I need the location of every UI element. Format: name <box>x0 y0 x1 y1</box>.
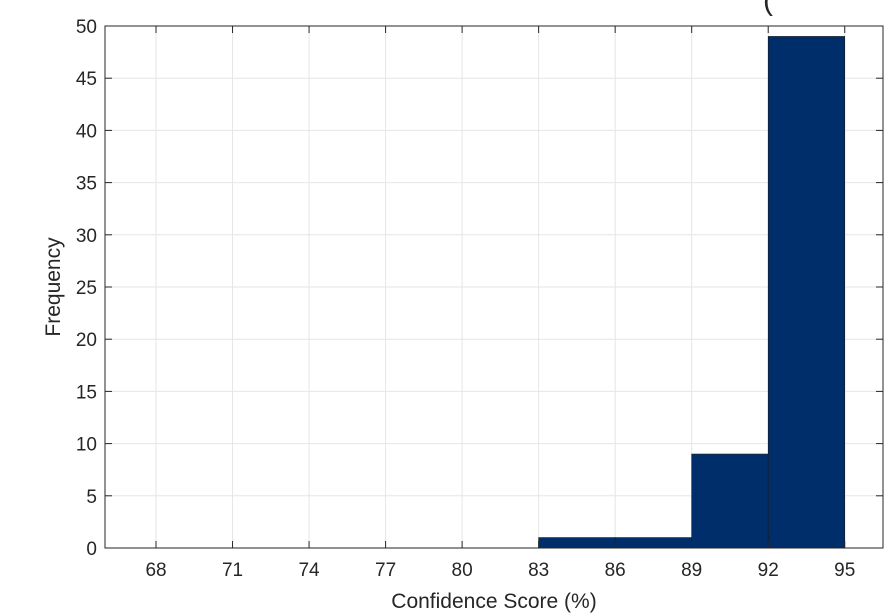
corner-annotation: ( <box>763 0 773 17</box>
y-tick-label: 40 <box>76 121 97 142</box>
x-tick-label: 68 <box>145 560 166 581</box>
y-tick-labels: 0 5 10 15 20 25 30 35 40 45 50 <box>76 17 97 560</box>
x-tick-label: 89 <box>681 560 702 581</box>
y-axis-title: Frequency <box>42 237 65 337</box>
y-tick-label: 10 <box>76 435 97 456</box>
y-tick-label: 20 <box>76 330 97 351</box>
histogram-bar-89-92 <box>691 453 769 549</box>
x-tick-label: 71 <box>222 560 243 581</box>
histogram-bar-92-95 <box>767 36 846 549</box>
x-tick-label: 74 <box>298 560 320 581</box>
x-tick-label: 77 <box>375 560 396 581</box>
y-tick-label: 5 <box>86 487 97 508</box>
x-tick-label: 83 <box>528 560 549 581</box>
x-tick-label: 95 <box>834 560 855 581</box>
y-tick-label: 15 <box>76 382 97 403</box>
x-axis-title: Confidence Score (%) <box>391 590 596 613</box>
x-tick-label: 86 <box>605 560 626 581</box>
x-tick-label: 92 <box>758 560 779 581</box>
y-tick-label: 50 <box>76 17 97 38</box>
tick-layer <box>105 25 883 549</box>
bar-layer <box>538 36 846 549</box>
y-tick-label: 35 <box>76 174 97 195</box>
y-tick-label: 30 <box>76 226 97 247</box>
x-tick-label: 80 <box>452 560 473 581</box>
histogram-bar-86-89 <box>614 537 692 549</box>
y-tick-label: 25 <box>76 278 97 299</box>
histogram-bar-83-86 <box>538 537 616 549</box>
x-tick-labels: 68 71 74 77 80 83 86 89 92 95 <box>145 560 855 581</box>
y-tick-label: 45 <box>76 69 97 90</box>
y-tick-label: 0 <box>86 539 97 560</box>
